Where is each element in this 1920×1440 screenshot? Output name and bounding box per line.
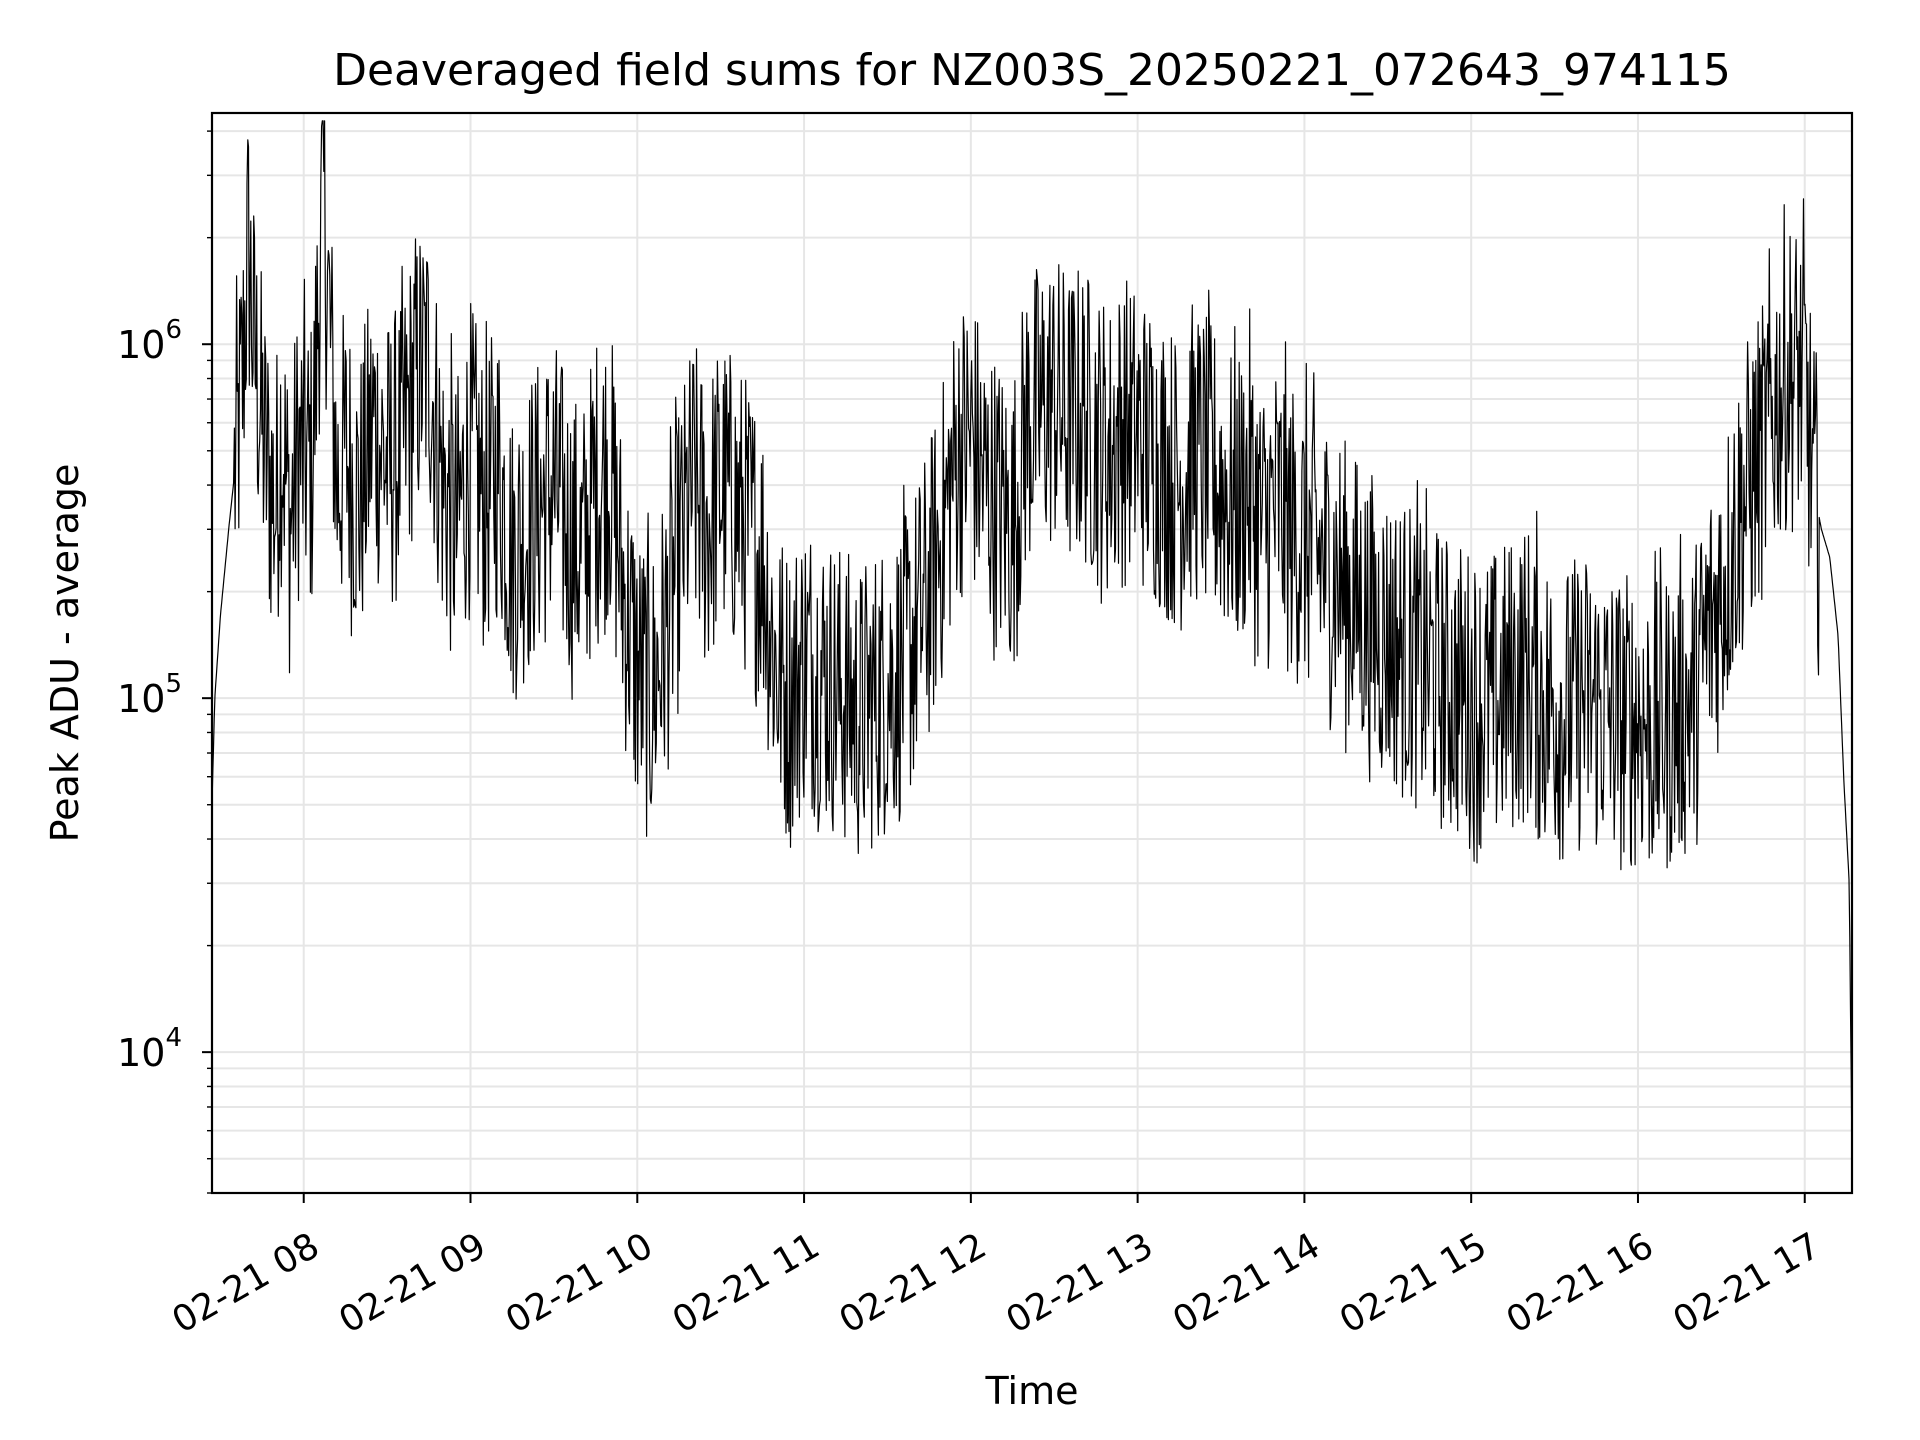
tick-marks — [202, 130, 1806, 1203]
y-tick-label: 105 — [117, 669, 182, 721]
data-line — [211, 120, 1853, 1159]
x-axis-label: Time — [985, 1369, 1079, 1413]
y-tick-label: 104 — [117, 1023, 182, 1075]
chart-title: Deaveraged field sums for NZ003S_2025022… — [333, 45, 1731, 96]
plot-frame — [210, 111, 1854, 1195]
y-tick-label: 106 — [117, 315, 182, 367]
series-group — [211, 120, 1853, 1159]
y-axis-label: Peak ADU - average — [43, 464, 87, 843]
